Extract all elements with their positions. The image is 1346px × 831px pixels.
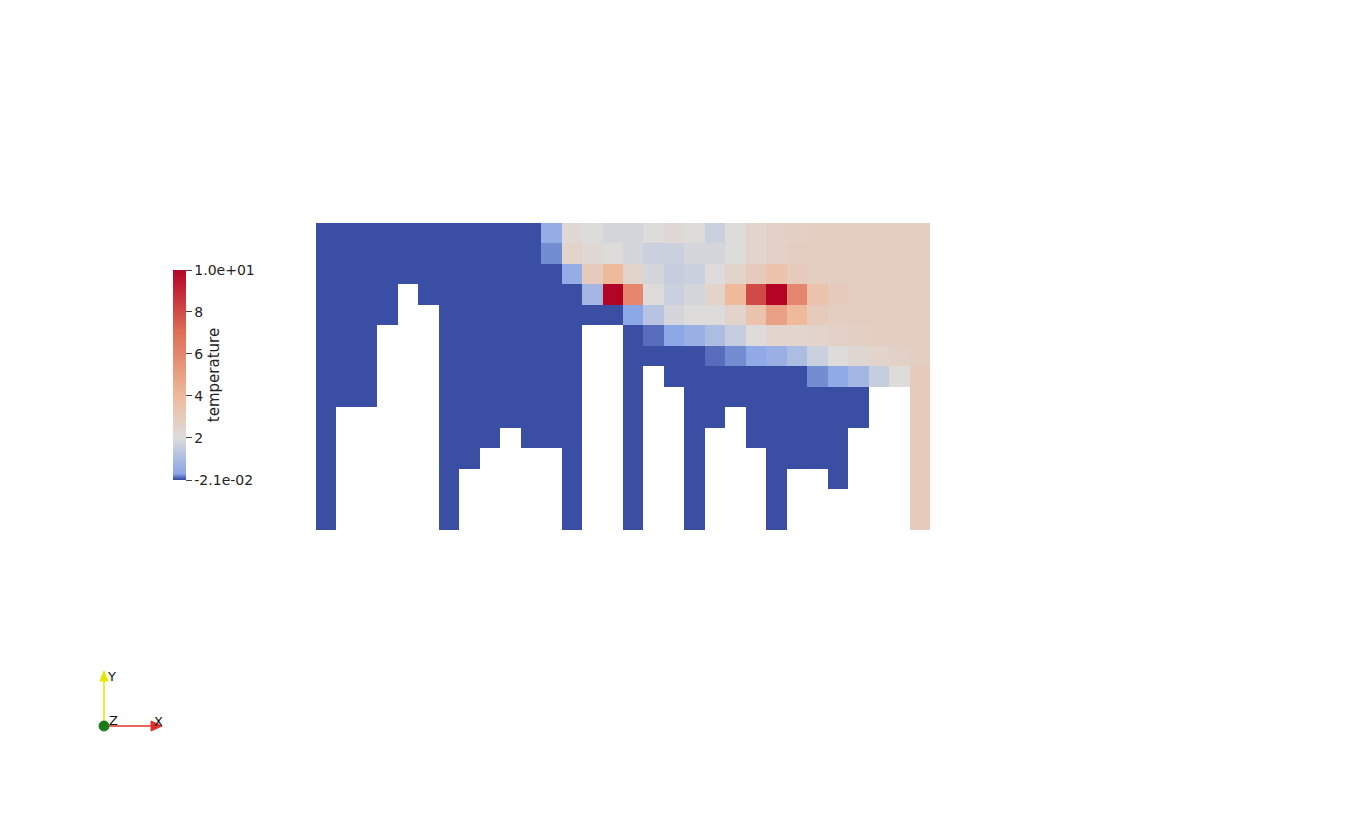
svg-text:6: 6: [194, 346, 203, 362]
svg-text:-2.1e-02: -2.1e-02: [194, 472, 253, 488]
svg-text:temperature: temperature: [205, 328, 223, 422]
svg-text:1.0e+01: 1.0e+01: [194, 262, 254, 278]
svg-text:8: 8: [194, 304, 203, 320]
svg-text:Z: Z: [109, 713, 118, 728]
svg-text:X: X: [154, 714, 163, 729]
svg-text:2: 2: [194, 430, 203, 446]
svg-text:Y: Y: [107, 669, 116, 684]
svg-text:4: 4: [194, 388, 203, 404]
